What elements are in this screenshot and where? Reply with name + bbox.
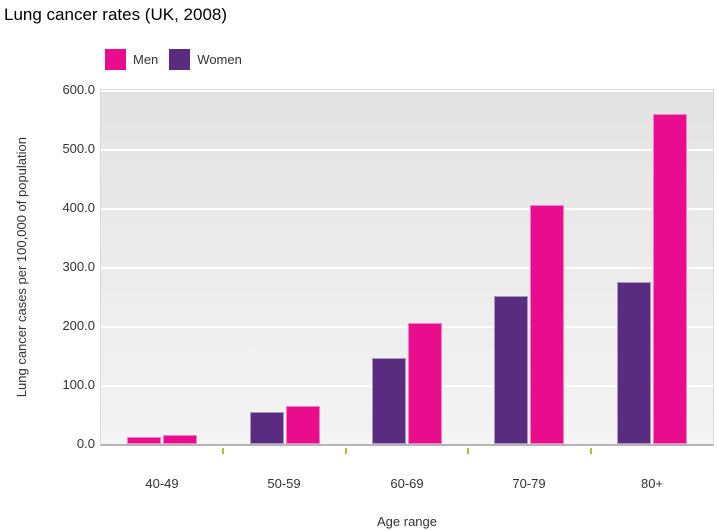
bar-men-60-69: [407, 323, 442, 444]
bar-group-80+: [591, 114, 713, 444]
bar-women-70-79: [494, 296, 529, 444]
legend-swatch-men: [105, 49, 126, 70]
legend: Men Women: [105, 49, 242, 70]
bar-women-50-59: [249, 412, 284, 444]
y-tick-label-300.0: 300.0: [62, 259, 95, 274]
x-category-label-70-79: 70-79: [512, 476, 546, 491]
legend-item-women: Women: [169, 49, 242, 70]
legend-label-women: Women: [197, 52, 242, 67]
y-tick-label-100.0: 100.0: [62, 377, 95, 392]
bar-men-80+: [652, 114, 687, 444]
bar-women-40-49: [127, 437, 162, 444]
bar-men-50-59: [285, 406, 320, 444]
bar-group-50-59: [223, 406, 345, 444]
bar-women-80+: [616, 282, 651, 444]
x-axis-tick-mark: [590, 448, 592, 454]
y-tick-label-400.0: 400.0: [62, 200, 95, 215]
legend-swatch-women: [169, 49, 191, 70]
bar-men-70-79: [530, 205, 565, 444]
y-tick-label-600.0: 600.0: [62, 82, 95, 97]
bar-women-60-69: [371, 358, 406, 444]
x-category-label-40-49: 40-49: [145, 476, 179, 491]
y-tick-label-0.0: 0.0: [76, 436, 95, 451]
gridline-600: [101, 90, 713, 92]
bar-group-70-79: [468, 205, 590, 444]
gridline-400: [101, 208, 713, 210]
x-axis-tick-mark: [345, 448, 347, 454]
bar-group-40-49: [101, 435, 223, 444]
x-axis-tick-mark: [467, 448, 469, 454]
x-axis-title: Age range: [377, 514, 437, 529]
x-category-label-80+: 80+: [640, 476, 664, 491]
bar-group-60-69: [346, 323, 468, 444]
chart-title: Lung cancer rates (UK, 2008): [4, 5, 228, 24]
plot-area: [100, 89, 714, 446]
gridline-500: [101, 149, 713, 151]
x-category-label-50-59: 50-59: [267, 476, 301, 491]
x-category-label-60-69: 60-69: [390, 476, 424, 491]
legend-label-men: Men: [133, 52, 159, 67]
legend-item-men: Men: [105, 49, 158, 70]
bar-men-40-49: [163, 435, 198, 444]
x-axis-tick-mark: [222, 448, 224, 454]
gridline-300: [101, 267, 713, 269]
y-tick-label-200.0: 200.0: [62, 318, 95, 333]
gridline-100: [101, 385, 713, 387]
y-tick-label-500.0: 500.0: [62, 141, 95, 156]
gridline-200: [101, 326, 713, 328]
